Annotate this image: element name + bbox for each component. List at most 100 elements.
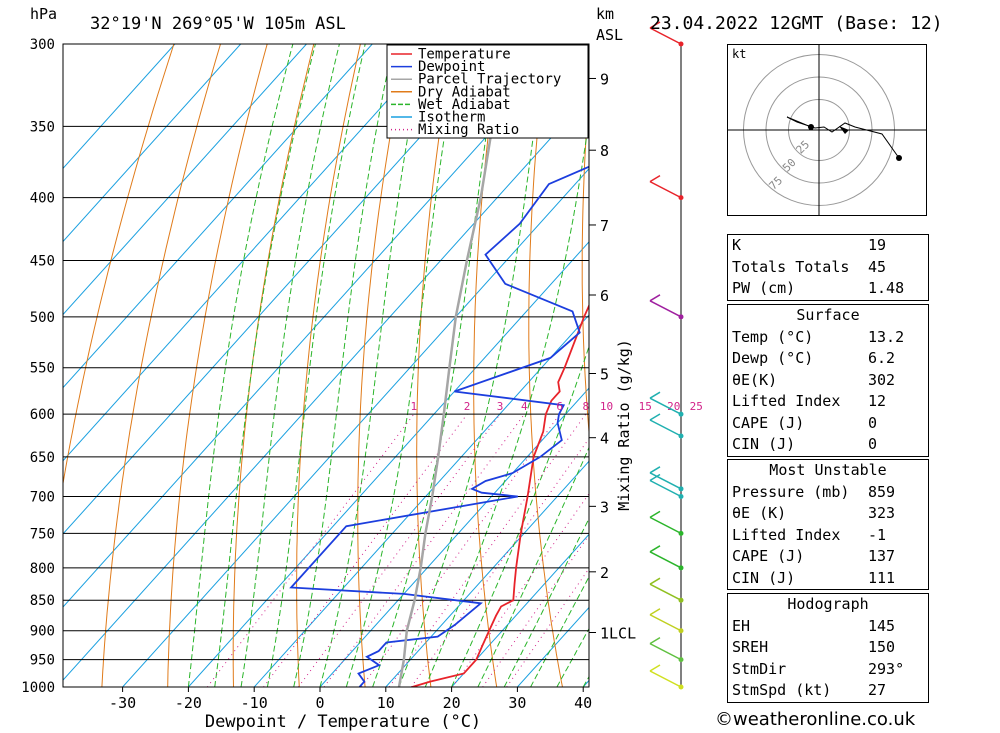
- wind-barb: [649, 670, 682, 688]
- hodograph-line: [786, 116, 900, 159]
- dry-adiabat-line: [920, 44, 1000, 687]
- location-title: 32°19'N 269°05'W 105m ASL: [90, 14, 346, 34]
- isotherm-line: [63, 44, 571, 608]
- asl-unit-label: ASL: [596, 26, 623, 44]
- pressure-tick-label: 300: [30, 37, 55, 53]
- legend-entry: Dewpoint: [418, 59, 485, 75]
- x-axis-label: Dewpoint / Temperature (°C): [205, 712, 481, 732]
- wind-barb: [649, 642, 682, 661]
- hodograph-stats-table: Hodograph EH 145 SREH 150 StmDir 293° StmSp…: [727, 593, 929, 703]
- mixing-ratio-line: [297, 413, 501, 687]
- temperature-tick-label: 30: [508, 694, 526, 712]
- surface-row: CAPE (J) 0: [732, 413, 878, 432]
- pressure-tick-label: 700: [30, 490, 55, 506]
- wet-adiabat-line: [530, 575, 589, 687]
- mixing-ratio-label: 10: [600, 400, 613, 413]
- temperature-tick-label: -20: [175, 694, 202, 712]
- isotherm-line: [63, 44, 242, 243]
- isotherm-line: [188, 241, 589, 687]
- wet-adiabat-line: [293, 44, 394, 687]
- hodograph-stats-row: SREH 150: [732, 638, 896, 656]
- most-unstable-row: CAPE (J) 137: [732, 547, 896, 565]
- height-tick-label: 5: [600, 366, 609, 384]
- index-row-pw: PW (cm) 1.48: [732, 279, 905, 297]
- series-temperature: [411, 303, 589, 687]
- wind-barb: [649, 551, 682, 569]
- isotherm-line: [122, 168, 589, 687]
- dry-adiabat-line: [357, 44, 408, 687]
- credit-link[interactable]: ©weatheronline.co.uk: [715, 709, 916, 730]
- wind-barb: [649, 21, 661, 29]
- wet-adiabat-line: [266, 44, 366, 687]
- index-table: K 19 Totals Totals 45 PW (cm) 1.48: [727, 234, 929, 301]
- temperature-tick-label: -10: [241, 694, 268, 712]
- legend-entry: Mixing Ratio: [418, 122, 519, 138]
- dry-adiabat-line: [581, 89, 589, 438]
- chart-series: [289, 44, 589, 687]
- pressure-tick-label: 850: [30, 593, 55, 609]
- isotherm-line: [385, 460, 589, 687]
- surface-row: Dewp (°C) 6.2: [732, 349, 896, 367]
- wind-level-dot: [678, 565, 684, 571]
- hodograph-stats-title: Hodograph: [787, 595, 869, 613]
- wind-level-dot: [678, 411, 684, 417]
- pressure-tick-label: 650: [30, 450, 55, 466]
- isotherm-line: [319, 387, 589, 687]
- most-unstable-title: Most Unstable: [769, 461, 887, 479]
- height-tick-label: 4: [600, 430, 609, 448]
- isotherm-line: [63, 44, 307, 316]
- height-tick-label: 9: [600, 70, 609, 88]
- km-unit-label: km: [596, 5, 614, 23]
- dry-adiabat-line: [967, 44, 1000, 687]
- wind-level-dot: [678, 494, 684, 500]
- pressure-tick-label: 500: [30, 310, 55, 326]
- wind-barb: [649, 419, 682, 437]
- wet-adiabat-line: [503, 517, 589, 687]
- mixing-ratio-label: 4: [521, 400, 528, 413]
- legend-entry: Isotherm: [418, 110, 485, 126]
- wind-barb: [649, 472, 682, 490]
- dry-adiabat-line: [232, 44, 315, 687]
- hodograph-unit-label: kt: [732, 47, 746, 61]
- index-row-totals: Totals Totals 45: [732, 257, 887, 276]
- legend-box: [386, 44, 589, 139]
- wet-adiabat-line: [451, 345, 589, 687]
- index-row-k: K 19: [732, 236, 887, 254]
- isotherm-line: [63, 44, 373, 389]
- pressure-tick-label: 950: [30, 653, 55, 669]
- wind-barb: [649, 27, 682, 45]
- mixing-ratio-label: 2: [464, 400, 471, 413]
- legend-entry: Parcel Trajectory: [418, 72, 561, 88]
- wind-barb-column: [649, 21, 684, 690]
- mixing-ratio-label: 8: [582, 400, 589, 413]
- temperature-tick-label: 40: [574, 694, 592, 712]
- wind-barb: [649, 636, 661, 645]
- hodograph-stats-row: StmSpd (kt) 27: [732, 681, 887, 699]
- temperature-tick-label: -30: [109, 694, 136, 712]
- most-unstable-row: Pressure (mb) 859: [732, 482, 896, 501]
- pressure-axis: 300 350 400 450 500 550 600 650 700 750 800 850 900 9…: [21, 37, 55, 696]
- surface-row: θE(K) 302: [732, 370, 896, 389]
- storm-motion-marker: [839, 126, 849, 134]
- wet-adiabat-line: [424, 117, 589, 687]
- surface-title: Surface: [796, 306, 860, 324]
- dry-adiabat-line: [528, 44, 563, 687]
- height-tick-label: 8: [600, 142, 609, 160]
- pressure-tick-label: 350: [30, 119, 55, 135]
- wind-barb: [649, 294, 661, 302]
- isotherm-line: [63, 44, 439, 462]
- most-unstable-row: Lifted Index -1: [732, 525, 887, 544]
- isotherm-line: [63, 44, 176, 170]
- series-parcel-trajectory: [397, 44, 512, 687]
- height-tick-label: 7: [600, 217, 609, 235]
- datetime-title: 23.04.2022 12GMT (Base: 12): [650, 13, 943, 34]
- wind-barb: [649, 614, 682, 632]
- mixing-ratio-label: 1: [411, 400, 418, 413]
- wind-barb: [649, 466, 661, 474]
- mixing-ratio-label: 20: [667, 400, 680, 413]
- mixing-ratio-label: 6: [556, 400, 563, 413]
- wind-barb: [649, 608, 661, 616]
- surface-row: CIN (J) 0: [732, 435, 878, 453]
- pressure-tick-label: 1000: [21, 680, 55, 696]
